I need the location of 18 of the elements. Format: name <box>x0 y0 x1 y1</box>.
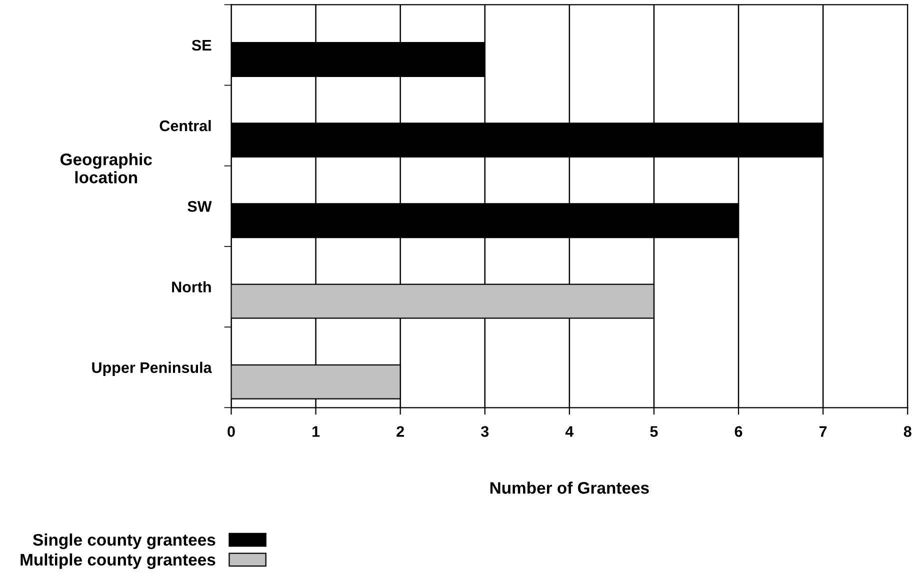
y-axis-title: Geographic location <box>60 153 152 184</box>
x-tick-label: 4 <box>565 426 574 437</box>
x-tick-label: 0 <box>228 426 235 437</box>
y-tick-label: Upper Peninsula <box>92 362 212 376</box>
x-tick-label: 5 <box>650 426 658 437</box>
x-axis-title: Number of Grantees <box>490 482 649 494</box>
x-tick-label: 6 <box>734 426 742 437</box>
x-tick-label: 7 <box>819 426 827 437</box>
x-tick-label: 3 <box>480 426 489 437</box>
x-tick-label: 1 <box>312 426 320 437</box>
legend-label: Single county grantees <box>32 534 216 550</box>
y-tick-label: North <box>172 281 211 292</box>
x-tick-label: 8 <box>904 426 912 437</box>
y-tick-label: SE <box>192 40 212 51</box>
y-tick-label: SW <box>188 201 212 212</box>
y-tick-label: Central <box>160 120 211 132</box>
legend-label: Multiple county grantees <box>20 553 216 569</box>
x-tick-label: 2 <box>396 426 404 437</box>
